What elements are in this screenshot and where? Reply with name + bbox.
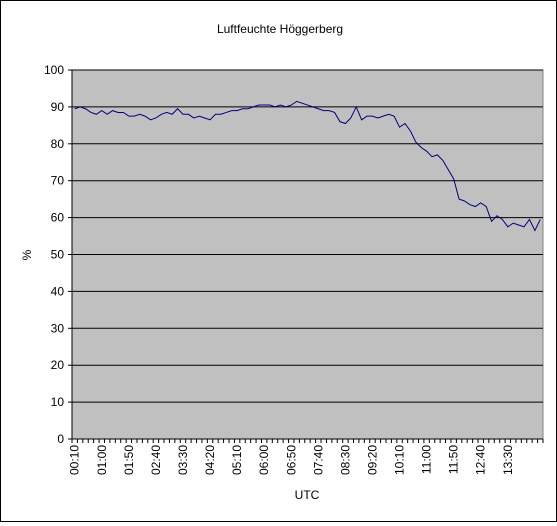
x-tick-label: 11:00	[420, 445, 434, 474]
x-tick-label: 03:30	[176, 445, 190, 475]
y-tick-label: 10	[51, 395, 65, 409]
x-tick-label: 01:00	[95, 445, 109, 475]
x-axis-ticks: 00:10 01:00 01:50 02:40 03:30 04:20 05:10 06:00…	[68, 439, 544, 475]
y-tick-label: 20	[51, 358, 65, 372]
y-axis-label: %	[20, 249, 34, 260]
y-tick-label: 90	[51, 100, 65, 114]
y-tick-label: 0	[57, 432, 64, 446]
x-tick-label: 12:40	[474, 445, 488, 475]
y-axis-ticks: 0 10 20 30 40 50 60 70 80 90 100	[44, 63, 72, 446]
y-tick-label: 60	[51, 211, 65, 225]
y-tick-label: 40	[51, 284, 65, 298]
series-line	[74, 100, 541, 232]
x-tick-label: 06:50	[284, 445, 298, 475]
chart-title: Luftfeuchte Höggerberg	[217, 22, 343, 36]
x-tick-label: 01:50	[122, 445, 136, 475]
x-tick-label: 08:30	[338, 445, 352, 475]
x-tick-label: 10:10	[393, 445, 407, 475]
x-tick-label: 07:40	[311, 445, 325, 475]
x-axis-label: UTC	[295, 488, 320, 502]
x-tick-label: 06:00	[257, 445, 271, 475]
x-tick-label: 13:30	[501, 445, 515, 475]
x-tick-label: 11:50	[447, 445, 461, 474]
y-tick-label: 80	[51, 137, 65, 151]
y-tick-label: 50	[51, 248, 65, 262]
x-tick-label: 04:20	[203, 445, 217, 475]
x-tick-label: 05:10	[230, 445, 244, 475]
gridlines	[72, 69, 543, 403]
x-tick-label: 02:40	[149, 445, 163, 475]
x-tick-label: 09:20	[365, 445, 379, 475]
y-tick-label: 30	[51, 321, 65, 335]
y-tick-label: 100	[44, 63, 64, 77]
x-tick-label: 00:10	[68, 445, 82, 475]
y-tick-label: 70	[51, 174, 65, 188]
